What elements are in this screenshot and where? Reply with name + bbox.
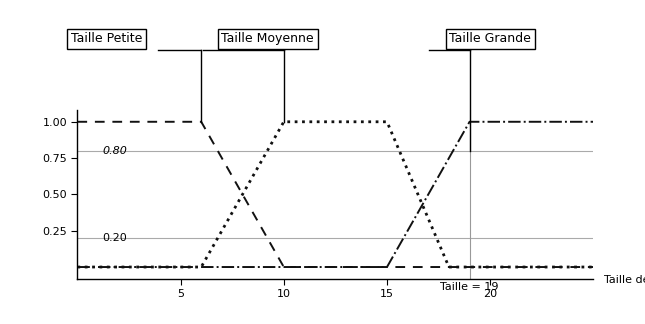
- Text: 0.20: 0.20: [102, 233, 127, 243]
- Text: Taille Grande: Taille Grande: [450, 32, 531, 45]
- Text: Taille Moyenne: Taille Moyenne: [221, 32, 314, 45]
- Text: Taille Petite: Taille Petite: [71, 32, 143, 45]
- Text: 0.80: 0.80: [102, 146, 127, 156]
- Text: Taille = 19: Taille = 19: [441, 282, 499, 292]
- Text: Taille de la classe: Taille de la classe: [604, 275, 645, 285]
